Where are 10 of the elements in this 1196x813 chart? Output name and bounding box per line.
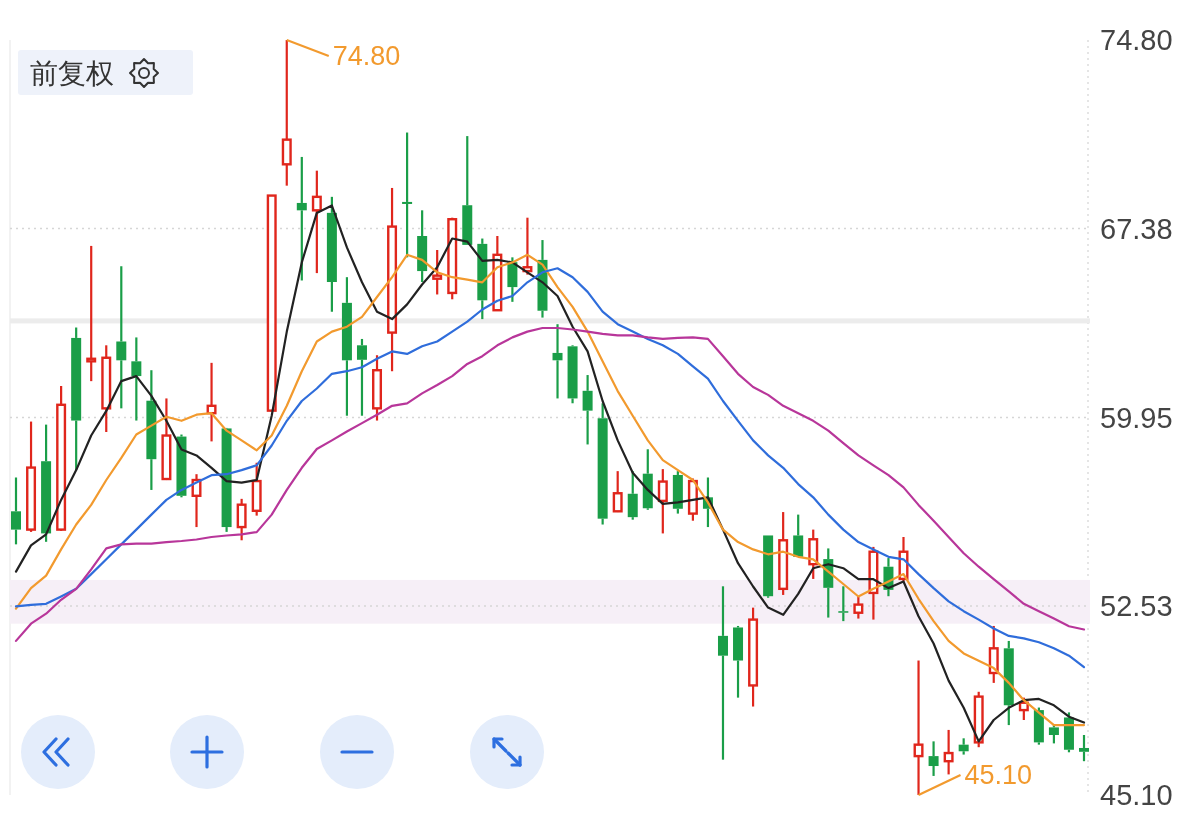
y-tick-label: 67.38 xyxy=(1100,212,1173,245)
y-tick-label: 52.53 xyxy=(1100,590,1173,623)
annotation: 45.10 xyxy=(918,760,1033,796)
annotation: 前复权 xyxy=(30,57,114,89)
y-tick-label: 59.95 xyxy=(1100,401,1173,434)
annotation: 74.80 xyxy=(332,41,401,71)
annotation: 74.80 xyxy=(286,38,401,71)
y-tick-label: 45.10 xyxy=(1100,779,1173,811)
y-tick-label: 74.80 xyxy=(1100,24,1173,56)
annotation: 45.10 xyxy=(964,760,1033,790)
